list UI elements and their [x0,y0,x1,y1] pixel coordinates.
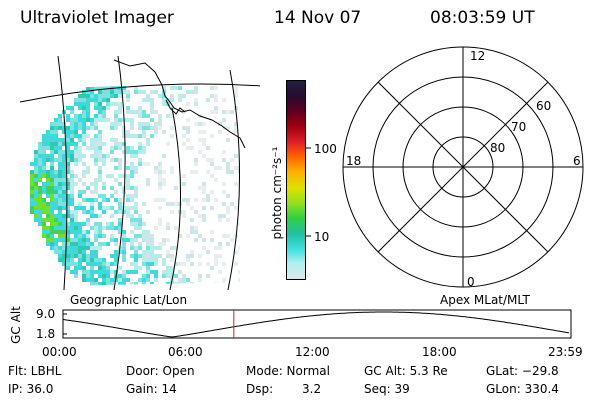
orbit-xtick-0: 00:00 [42,345,77,359]
orbit-ylabel: GC Alt [9,306,23,344]
longitude-line-4 [227,69,241,291]
polar-plot: 12 18 6 0 60 70 80 [342,46,584,289]
auroral-image [19,55,260,291]
orbit-ytick-bottom: 1.8 [36,327,56,341]
instrument-title: Ultraviolet Imager [20,8,174,28]
coastline [113,59,246,149]
info-gain: Gain: 14 [126,382,177,396]
info-dsp-label: Dsp: [246,382,274,396]
mlt-label-6: 6 [573,154,581,168]
longitude-line-1 [57,55,68,291]
colorbar [286,80,306,280]
colorbar-label: photon cm⁻²s⁻¹ [270,146,284,240]
orbit-ytick-top: 9.0 [36,307,56,321]
lat-label-60: 60 [536,99,551,113]
mlt-label-18: 18 [346,154,361,168]
info-seq: Seq: 39 [364,382,410,396]
altitude-curve [62,311,569,338]
info-gc-alt: GC Alt: 5.3 Re [364,364,448,378]
orbit-xtick-1: 06:00 [168,345,203,359]
mlt-label-0: 0 [467,275,475,289]
info-filter: Flt: LBHL [8,364,62,378]
orbit-plot-frame [62,309,572,339]
lat-label-70: 70 [511,120,526,134]
polar-plot-label: Apex MLat/MLT [440,293,530,307]
image-panel-label: Geographic Lat/Lon [70,293,188,307]
time-label: 08:03:59 UT [430,8,535,28]
info-door: Door: Open [126,364,195,378]
date-label: 14 Nov 07 [274,8,362,28]
info-ip: IP: 36.0 [8,382,54,396]
auroral-emission-pixels [30,86,240,286]
info-mode: Mode: Normal [246,364,330,378]
info-glon: GLon: 330.4 [486,382,559,396]
colorbar-tick-100: 100 [314,142,337,156]
orbit-xtick-2: 12:00 [295,345,330,359]
lat-label-80: 80 [490,141,505,155]
mlt-label-12: 12 [470,49,485,63]
latitude-line [19,83,260,103]
colorbar-tick-10: 10 [314,230,330,244]
longitude-line-2 [113,55,126,291]
info-glat: GLat: −29.8 [486,364,559,378]
orbit-altitude-plot [62,309,572,339]
orbit-xtick-3: 18:00 [422,345,457,359]
orbit-xtick-4: 23:59 [548,345,583,359]
mlt-diag-2 [377,81,549,253]
longitude-line-3 [169,107,181,291]
coastline-2 [165,99,186,115]
info-dsp-value: 3.2 [302,382,322,396]
colorbar-axis [306,147,311,237]
